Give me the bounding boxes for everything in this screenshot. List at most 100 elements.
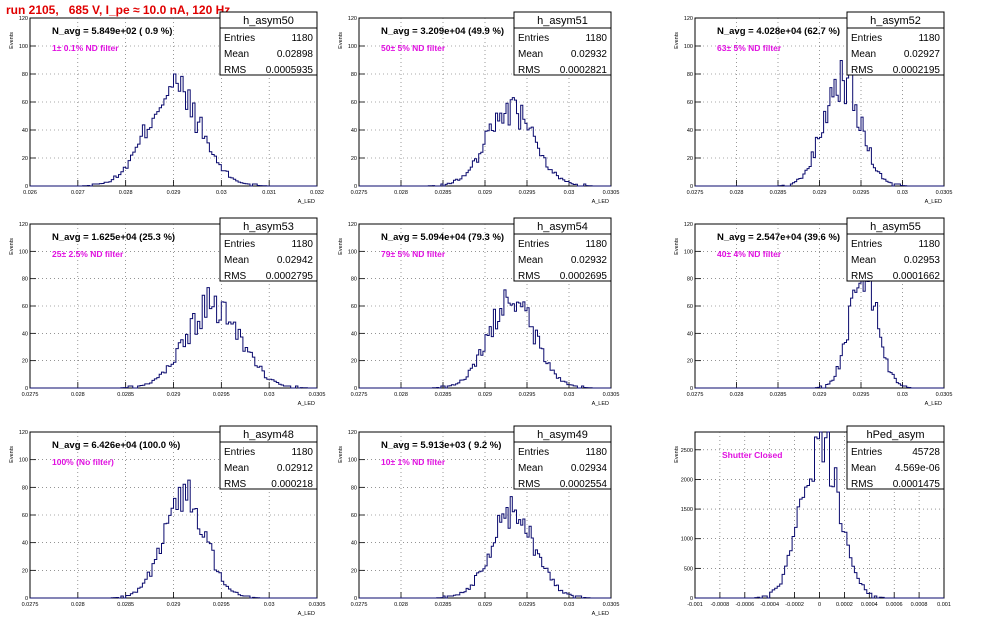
stats-title: hPed_asym <box>866 429 924 441</box>
y-tick-label: 80 <box>351 277 357 283</box>
x-axis-title: A_LED <box>592 401 609 407</box>
stats-key: Mean <box>224 49 249 60</box>
y-tick-label: 120 <box>684 222 693 228</box>
stats-key: Mean <box>518 463 543 474</box>
stats-box <box>513 11 612 76</box>
stats-box <box>846 217 945 282</box>
stats-value: 0.000218 <box>271 479 313 490</box>
stats-value: 0.02934 <box>571 463 608 474</box>
filter-label: Shutter Closed <box>722 450 782 460</box>
y-tick-label: 120 <box>348 430 357 436</box>
y-tick-label: 60 <box>351 304 357 310</box>
stats-title: h_asym49 <box>537 429 588 441</box>
x-tick-label: 0.028 <box>394 392 408 398</box>
histogram-h_asym53: 0 20 40 60 80 100 120 0.0275 0.028 0.0285 0.029 0.0… <box>9 217 325 407</box>
filter-label: 40± 4% ND filter <box>717 249 782 259</box>
x-axis-title: A_LED <box>298 401 315 407</box>
navg-label: N_avg = 1.625e+04 (25.3 %) <box>52 232 175 243</box>
x-tick-label: 0.0295 <box>519 602 536 608</box>
y-tick-label: 100 <box>684 249 693 255</box>
y-tick-label: 80 <box>22 72 28 78</box>
x-tick-label: 0.026 <box>23 190 37 196</box>
x-tick-label: 0.032 <box>310 190 324 196</box>
stats-box <box>846 425 945 490</box>
x-axis-title: A_LED <box>298 611 315 617</box>
y-tick-label: 0 <box>354 386 357 392</box>
y-tick-label: 40 <box>687 128 693 134</box>
stats-value: 0.0002554 <box>560 479 608 490</box>
x-tick-label: 0.0275 <box>687 392 704 398</box>
stats-value: 1180 <box>291 33 313 44</box>
histogram-series <box>695 60 944 187</box>
stats-key: Mean <box>851 49 876 60</box>
stats-key: Entries <box>518 239 549 250</box>
y-tick-label: 120 <box>19 430 28 436</box>
stats-key: Entries <box>224 447 255 458</box>
x-tick-label: 0.0006 <box>886 602 903 608</box>
y-tick-label: 120 <box>684 16 693 22</box>
y-tick-label: 2000 <box>681 477 693 483</box>
x-tick-label: 0.001 <box>937 602 951 608</box>
x-tick-label: 0.0295 <box>519 190 536 196</box>
x-tick-label: -0.0002 <box>785 602 804 608</box>
y-tick-label: 120 <box>348 16 357 22</box>
y-tick-label: 120 <box>19 222 28 228</box>
x-tick-label: 0.029 <box>478 190 492 196</box>
x-tick-label: 0.0275 <box>22 602 39 608</box>
y-tick-label: 20 <box>687 359 693 365</box>
y-axis-title: Events <box>9 446 15 463</box>
navg-label: N_avg = 5.094e+04 (79.3 %) <box>381 232 504 243</box>
stats-key: Mean <box>224 463 249 474</box>
filter-label: 1± 0.1% ND filter <box>52 43 119 53</box>
stats-key: Entries <box>851 239 882 250</box>
stats-title: h_asym48 <box>243 429 294 441</box>
stats-value: 0.02898 <box>277 49 314 60</box>
stats-box <box>219 11 318 76</box>
y-axis-title: Events <box>9 32 15 49</box>
y-tick-label: 60 <box>351 513 357 519</box>
x-tick-label: 0.03 <box>564 392 575 398</box>
y-tick-label: 20 <box>687 156 693 162</box>
x-tick-label: 0.03 <box>216 190 227 196</box>
filter-label: 100% (No filter) <box>52 457 114 467</box>
stats-key: Entries <box>224 33 255 44</box>
x-tick-label: 0.0295 <box>519 392 536 398</box>
x-tick-label: 0.0275 <box>22 392 39 398</box>
histogram-series <box>30 479 317 599</box>
stats-key: RMS <box>851 65 874 76</box>
x-tick-label: 0.029 <box>167 602 181 608</box>
y-axis-title: Events <box>338 32 344 49</box>
stats-key: Entries <box>851 447 882 458</box>
stats-key: Mean <box>518 49 543 60</box>
x-tick-label: 0.028 <box>119 190 133 196</box>
navg-label: N_avg = 5.849e+02 ( 0.9 %) <box>52 26 172 37</box>
stats-value: 1180 <box>291 447 313 458</box>
stats-key: Entries <box>518 33 549 44</box>
x-tick-label: 0.0275 <box>351 190 368 196</box>
x-tick-label: 0.029 <box>813 190 827 196</box>
y-tick-label: 40 <box>22 128 28 134</box>
x-tick-label: 0.0004 <box>861 602 878 608</box>
stats-key: RMS <box>851 271 874 282</box>
y-tick-label: 20 <box>351 156 357 162</box>
x-tick-label: 0.0305 <box>309 602 326 608</box>
navg-label: N_avg = 2.547e+04 (39.6 %) <box>717 232 840 243</box>
x-tick-label: 0.0285 <box>435 392 452 398</box>
x-tick-label: 0.0285 <box>117 602 134 608</box>
x-tick-label: 0.03 <box>564 602 575 608</box>
stats-key: Entries <box>518 447 549 458</box>
y-tick-label: 0 <box>690 596 693 602</box>
y-tick-label: 0 <box>354 184 357 190</box>
x-tick-label: -0.0004 <box>760 602 779 608</box>
y-axis-title: Events <box>338 238 344 255</box>
y-tick-label: 0 <box>690 386 693 392</box>
stats-value: 1180 <box>585 239 607 250</box>
x-tick-label: 0.029 <box>478 602 492 608</box>
stats-title: h_asym51 <box>537 15 588 27</box>
y-tick-label: 60 <box>22 513 28 519</box>
stats-value: 1180 <box>918 239 940 250</box>
filter-label: 63± 5% ND filter <box>717 43 782 53</box>
y-axis-title: Events <box>674 238 680 255</box>
x-tick-label: 0.029 <box>813 392 827 398</box>
y-tick-label: 80 <box>351 72 357 78</box>
